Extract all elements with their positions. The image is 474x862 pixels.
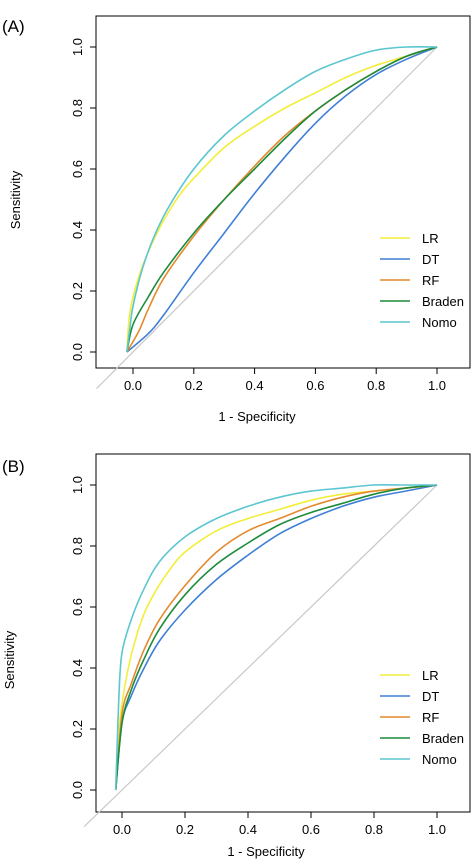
roc-curve-braden <box>114 484 438 791</box>
x-tick-label: 0.0 <box>124 378 142 393</box>
diagonal-reference-line <box>83 484 438 828</box>
plot-frame <box>95 15 471 369</box>
roc-curve-nomo <box>126 45 438 353</box>
chart-panel-a: (A) 0.0 0.2 0.4 0.6 0.8 1.0 0.0 0.2 0.4 0.6 0.8 1.0 1… <box>2 15 471 424</box>
legend: LR DT RF Braden Nomo <box>380 668 464 767</box>
legend-label-lr: LR <box>422 231 439 246</box>
x-tick-label: 0.6 <box>306 378 324 393</box>
roc-curve-lr <box>114 484 438 791</box>
y-tick-label: 0.4 <box>70 659 85 677</box>
legend-label-braden: Braden <box>422 731 464 746</box>
y-tick-label: 0.0 <box>70 343 85 361</box>
y-tick-label: 0.8 <box>70 99 85 117</box>
legend-label-nomo: Nomo <box>422 752 457 767</box>
legend-label-dt: DT <box>422 689 439 704</box>
y-tick-label: 0.2 <box>70 720 85 738</box>
y-tick-label: 1.0 <box>70 476 85 494</box>
y-tick-label: 0.8 <box>70 537 85 555</box>
y-axis-label: Sensitivity <box>2 630 17 689</box>
roc-curve-braden <box>126 46 438 353</box>
legend-label-dt: DT <box>422 252 439 267</box>
x-tick-label: 0.8 <box>365 822 383 837</box>
legend-label-rf: RF <box>422 273 439 288</box>
legend: LR DT RF Braden Nomo <box>380 231 464 330</box>
plot-frame <box>95 453 471 813</box>
legend-label-nomo: Nomo <box>422 315 457 330</box>
y-tick-label: 0.4 <box>70 221 85 239</box>
y-tick-label: 0.2 <box>70 282 85 300</box>
legend-label-lr: LR <box>422 668 439 683</box>
x-tick-label: 0.6 <box>302 822 320 837</box>
panel-label: (B) <box>2 457 25 476</box>
roc-curve-nomo <box>114 483 437 791</box>
x-tick-label: 0.4 <box>246 378 264 393</box>
x-tick-label: 0.2 <box>185 378 203 393</box>
x-tick-label: 0.4 <box>239 822 257 837</box>
y-tick-label: 1.0 <box>70 38 85 56</box>
x-tick-label: 0.8 <box>367 378 385 393</box>
roc-curve-rf <box>114 484 438 791</box>
diagonal-reference-line <box>96 46 438 390</box>
roc-curve-dt <box>126 46 438 353</box>
y-tick-label: 0.6 <box>70 160 85 178</box>
chart-panel-b: (B) 0.0 0.2 0.4 0.6 0.8 1.0 0.0 0.2 0.4 0.6 0.8 1.0 1… <box>2 453 471 859</box>
y-tick-label: 0.0 <box>70 781 85 799</box>
x-axis-label: 1 - Specificity <box>218 409 296 424</box>
y-axis-label: Sensitivity <box>8 170 23 229</box>
x-tick-label: 0.0 <box>113 822 131 837</box>
roc-curve-dt <box>114 484 438 791</box>
x-tick-label: 1.0 <box>428 378 446 393</box>
x-axis-label: 1 - Specificity <box>227 844 305 859</box>
x-tick-label: 1.0 <box>428 822 446 837</box>
legend-label-braden: Braden <box>422 294 464 309</box>
x-tick-label: 0.2 <box>176 822 194 837</box>
panel-label: (A) <box>2 17 25 36</box>
legend-label-rf: RF <box>422 710 439 725</box>
y-tick-label: 0.6 <box>70 598 85 616</box>
